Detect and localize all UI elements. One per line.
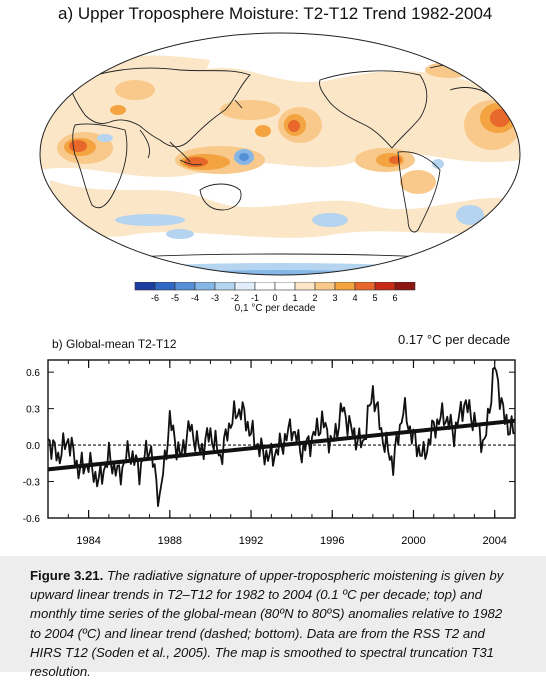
colorbar-unit: 0,1 °C per decade <box>234 303 316 314</box>
colorbar-tick-label: -1 <box>251 293 259 303</box>
colorbar-swatch <box>254 282 276 291</box>
colorbar-swatch <box>214 282 236 291</box>
colorbar-tick-label: -6 <box>151 293 159 303</box>
y-tick-label: -0.6 <box>23 514 41 525</box>
colorbar-tick-label: -2 <box>231 293 239 303</box>
colorbar-swatch <box>294 282 316 291</box>
y-tick-label: 0.6 <box>26 368 40 379</box>
colorbar-swatch <box>354 282 376 291</box>
colorbar-swatch <box>314 282 336 291</box>
trend-label: 0.17 °C per decade <box>398 332 511 347</box>
panel-a-title: a) Upper Troposphere Moisture: T2-T12 Tr… <box>58 4 493 23</box>
colorbar-tick-label: -3 <box>211 293 219 303</box>
x-tick-label: 2000 <box>401 535 425 547</box>
map-outline <box>39 32 521 276</box>
colorbar-tick-label: 5 <box>372 293 377 303</box>
colorbar-swatch <box>234 282 256 291</box>
timeseries-chart: 0.6 0.3 0.0 -0.3 -0.6 1984 1988 1992 1996 2000 200… <box>23 359 516 547</box>
panel-b-title: b) Global-mean T2-T12 <box>52 337 177 351</box>
colorbar-tick-label: 6 <box>392 293 397 303</box>
colorbar-swatch <box>194 282 216 291</box>
y-tick-label: 0.3 <box>26 405 40 416</box>
x-tick-label: 1988 <box>158 535 182 547</box>
colorbar-swatch <box>394 282 416 291</box>
caption-text: The radiative signature of upper-troposp… <box>30 568 504 680</box>
colorbar: -6 -5 -4 -3 -2 -1 0 1 2 3 4 5 6 <box>134 282 416 303</box>
monthly-anomaly-line <box>47 366 516 508</box>
x-tick-label: 2004 <box>482 535 506 547</box>
colorbar-swatch <box>174 282 196 291</box>
colorbar-swatch <box>154 282 176 291</box>
x-tick-label: 1996 <box>320 535 344 547</box>
x-tick-label: 1984 <box>76 535 100 547</box>
colorbar-tick-label: 3 <box>332 293 337 303</box>
colorbar-tick-label: 4 <box>352 293 357 303</box>
colorbar-swatch <box>374 282 396 291</box>
colorbar-tick-label: 0 <box>272 293 277 303</box>
colorbar-tick-label: -4 <box>191 293 199 303</box>
colorbar-tick-label: -5 <box>171 293 179 303</box>
figure-label: Figure 3.21. <box>30 568 104 583</box>
x-tick-label: 1992 <box>239 535 263 547</box>
colorbar-swatch <box>134 282 156 291</box>
figure-caption: Figure 3.21. The radiative signature of … <box>0 556 546 679</box>
trend-line <box>47 418 516 472</box>
plot-frame <box>47 359 516 519</box>
colorbar-tick-label: 1 <box>292 293 297 303</box>
trend-map <box>39 32 521 276</box>
colorbar-tick-label: 2 <box>312 293 317 303</box>
y-tick-label: -0.3 <box>23 478 41 489</box>
colorbar-swatch <box>334 282 356 291</box>
y-tick-label: 0.0 <box>26 441 40 452</box>
colorbar-swatch <box>274 282 296 291</box>
